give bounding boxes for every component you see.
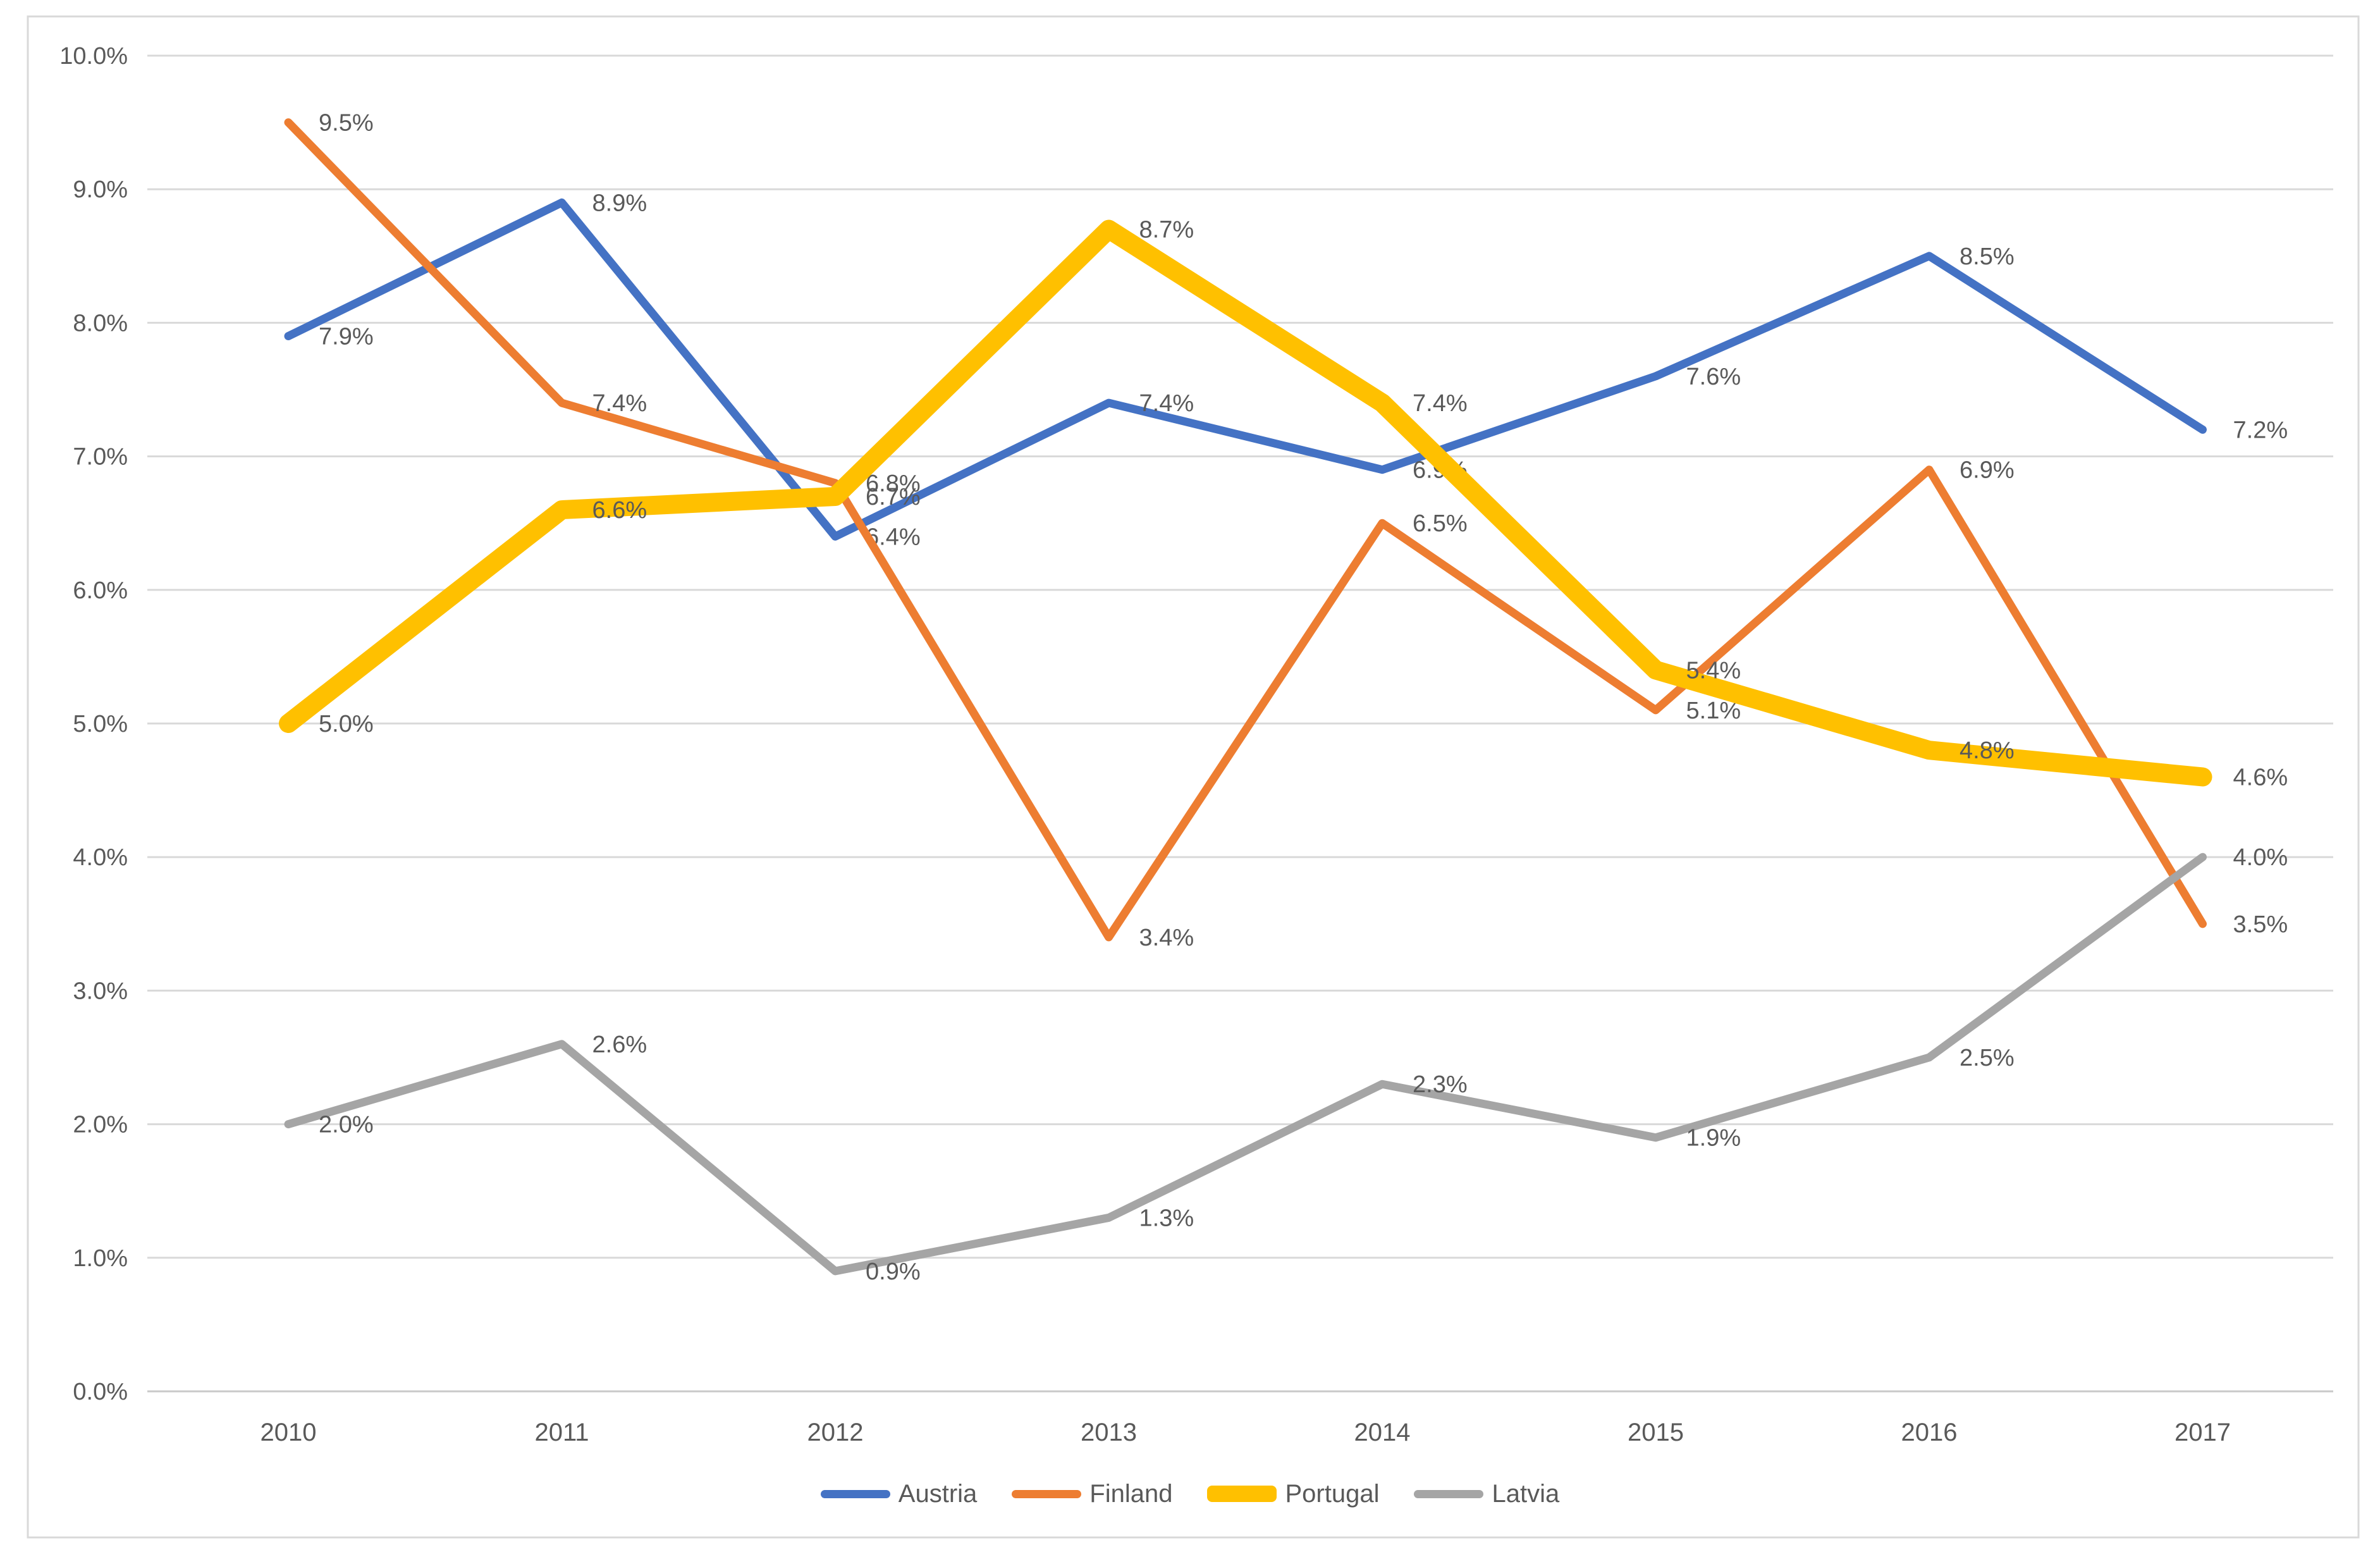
series-finland: 9.5%7.4%6.8%3.4%6.5%5.1%6.9%3.5% (284, 110, 2288, 951)
data-label-finland: 9.5% (319, 110, 374, 137)
x-axis-tick-label: 2015 (1628, 1419, 1684, 1446)
x-axis-tick-label: 2013 (1081, 1419, 1137, 1446)
data-label-latvia: 2.3% (1413, 1071, 1468, 1098)
data-label-finland: 3.5% (2233, 911, 2288, 938)
series-line-austria (284, 198, 2207, 541)
series-line-finland (284, 118, 2207, 942)
data-label-austria: 7.9% (319, 324, 374, 350)
data-label-portugal: 4.6% (2233, 764, 2288, 791)
data-label-latvia: 2.5% (1960, 1045, 2015, 1071)
series-austria: 7.9%8.9%6.4%7.4%6.9%7.6%8.5%7.2% (284, 190, 2288, 550)
data-label-latvia: 1.3% (1139, 1205, 1194, 1231)
y-axis-tick-label: 5.0% (73, 711, 128, 737)
data-label-latvia: 2.6% (592, 1031, 647, 1058)
legend-item-latvia: Latvia (1414, 1476, 1559, 1512)
x-axis-tick-labels: 2010 2011 2012 2013 2014 2015 2016 2017 (261, 1419, 2231, 1446)
legend-label-austria: Austria (898, 1480, 978, 1508)
data-label-portugal: 4.8% (1960, 737, 2015, 764)
data-label-austria: 8.9% (592, 190, 647, 216)
chart-legend: Austria Finland Portugal Latvia (0, 1476, 2380, 1512)
data-label-portugal: 7.4% (1413, 390, 1468, 417)
legend-label-finland: Finland (1089, 1480, 1173, 1508)
legend-line-swatch-finland (1012, 1489, 1082, 1498)
data-label-finland: 6.5% (1413, 510, 1468, 537)
y-axis-tick-label: 2.0% (73, 1112, 128, 1138)
legend-line-swatch-portugal (1207, 1486, 1277, 1502)
data-label-portugal: 8.7% (1139, 217, 1194, 243)
legend-line-swatch-latvia (1414, 1489, 1484, 1498)
legend-label-portugal: Portugal (1285, 1480, 1380, 1508)
data-label-austria: 7.2% (2233, 417, 2288, 443)
data-label-finland: 7.4% (592, 390, 647, 417)
data-label-portugal: 5.4% (1686, 658, 1741, 684)
data-label-austria: 7.6% (1686, 364, 1741, 390)
data-label-finland: 3.4% (1139, 925, 1194, 951)
legend-item-finland: Finland (1012, 1476, 1172, 1512)
data-label-portugal: 5.0% (319, 711, 374, 737)
y-axis-tick-label: 6.0% (73, 577, 128, 604)
x-axis-tick-label: 2014 (1354, 1419, 1411, 1446)
y-axis-tick-label: 4.0% (73, 844, 128, 871)
chart-border (27, 15, 2360, 1539)
data-label-portugal: 6.7% (866, 484, 921, 510)
legend-item-portugal: Portugal (1207, 1476, 1379, 1512)
x-axis-tick-label: 2016 (1901, 1419, 1958, 1446)
series-portugal: 5.0% 6.6% 6.7% 8.7% 7.4% 5.4% 4.8% 4.6% (279, 217, 2288, 791)
data-label-austria: 8.5% (1960, 243, 2015, 270)
data-label-austria: 7.4% (1139, 390, 1194, 417)
y-axis-tick-label: 9.0% (73, 176, 128, 203)
series-line-portugal (279, 219, 2212, 787)
legend-line-swatch-austria (820, 1489, 890, 1498)
y-axis-tick-label: 8.0% (73, 310, 128, 336)
x-axis-tick-label: 2011 (534, 1419, 589, 1446)
y-axis-tick-label: 3.0% (73, 978, 128, 1004)
x-axis-tick-label: 2012 (807, 1419, 864, 1446)
series-line-latvia (284, 853, 2207, 1276)
y-axis-tick-label: 1.0% (73, 1245, 128, 1272)
y-axis-tick-label: 10.0% (59, 43, 128, 70)
data-label-finland: 6.8% (866, 471, 921, 497)
data-label-finland: 6.9% (1960, 457, 2015, 484)
data-label-latvia: 2.0% (319, 1112, 374, 1138)
data-label-latvia: 0.9% (866, 1259, 921, 1285)
legend-item-austria: Austria (820, 1476, 978, 1512)
series-latvia: 2.0% 2.6% 0.9% 1.3% 2.3% 1.9% 2.5% 4.0% (284, 844, 2288, 1285)
x-axis-tick-label: 2010 (261, 1419, 317, 1446)
x-axis-tick-label: 2017 (2175, 1419, 2231, 1446)
data-label-latvia: 4.0% (2233, 844, 2288, 871)
data-label-latvia: 1.9% (1686, 1125, 1741, 1152)
y-axis-tick-label: 7.0% (73, 444, 128, 471)
y-axis-tick-labels: 0.0% 1.0% 2.0% 3.0% 4.0% 5.0% 6.0% 7.0% 8.0% 9.0%… (59, 43, 128, 1405)
data-label-portugal: 6.6% (592, 497, 647, 524)
legend-label-latvia: Latvia (1492, 1480, 1560, 1508)
y-axis-tick-label: 0.0% (73, 1379, 128, 1405)
